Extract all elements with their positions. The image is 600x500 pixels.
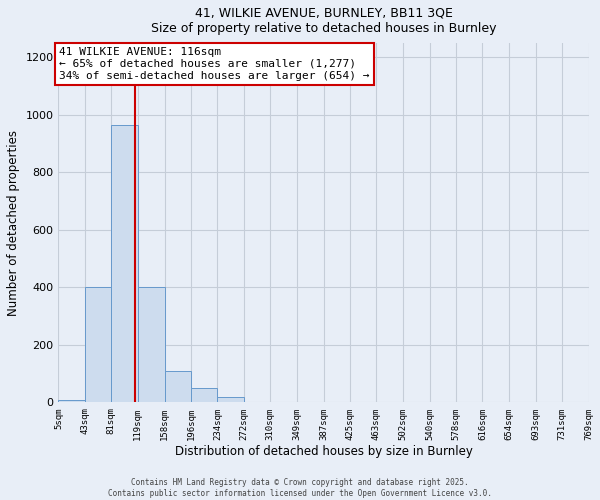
Bar [85, 288, 111, 403]
X-axis label: Distribution of detached houses by size in Burnley: Distribution of detached houses by size … [175, 445, 472, 458]
Bar [58, 400, 85, 402]
Text: Contains HM Land Registry data © Crown copyright and database right 2025.
Contai: Contains HM Land Registry data © Crown c… [108, 478, 492, 498]
Title: 41, WILKIE AVENUE, BURNLEY, BB11 3QE
Size of property relative to detached house: 41, WILKIE AVENUE, BURNLEY, BB11 3QE Siz… [151, 7, 496, 35]
Bar [191, 388, 217, 402]
Bar [137, 288, 164, 403]
Text: 41 WILKIE AVENUE: 116sqm
← 65% of detached houses are smaller (1,277)
34% of sem: 41 WILKIE AVENUE: 116sqm ← 65% of detach… [59, 48, 370, 80]
Y-axis label: Number of detached properties: Number of detached properties [7, 130, 20, 316]
Bar [164, 371, 191, 402]
Bar [217, 396, 244, 402]
Bar [111, 125, 137, 402]
